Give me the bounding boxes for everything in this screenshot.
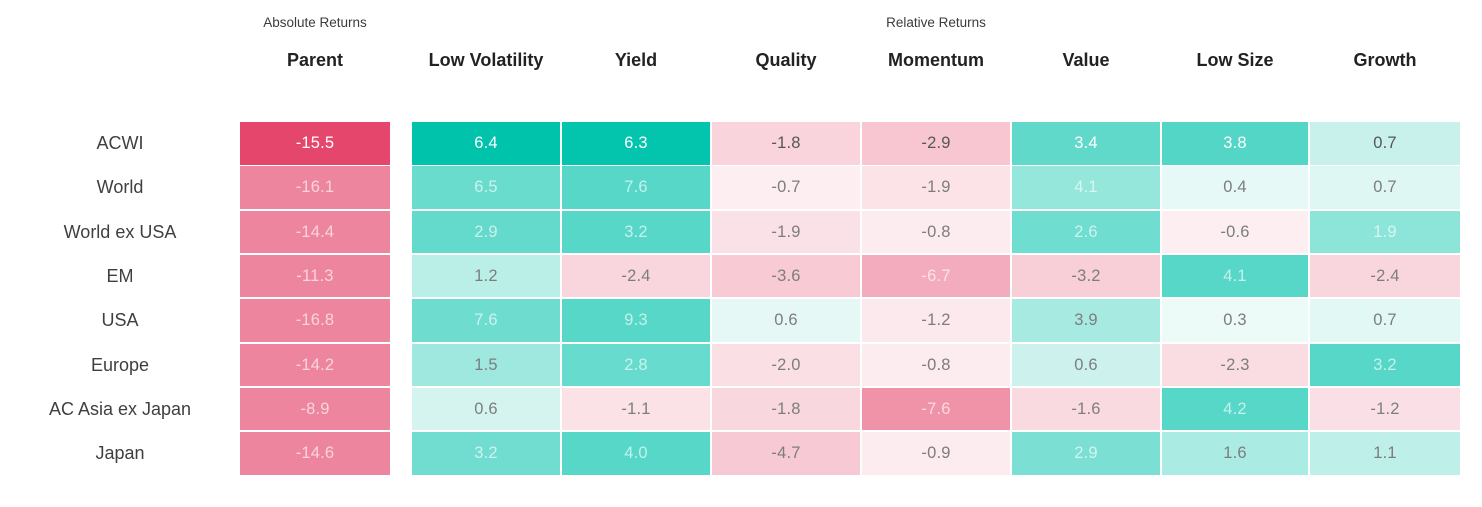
heatmap-cell-world-ex-usa-value[interactable]: 2.6 — [1012, 210, 1160, 254]
heatmap-cell-usa-momentum[interactable]: -1.2 — [862, 299, 1010, 342]
heatmap-cell-em-parent[interactable]: -11.3 — [240, 254, 390, 298]
heatmap-cell-ac-asia-ex-japan-yield[interactable]: -1.1 — [562, 387, 710, 431]
heatmap-cell-japan-parent[interactable]: -14.6 — [240, 432, 390, 475]
heatmap-cell-japan-value[interactable]: 2.9 — [1012, 432, 1160, 475]
column-header-value: Value — [1062, 50, 1110, 70]
heatmap-cell-europe-quality[interactable]: -2.0 — [712, 343, 860, 386]
heatmap-cell-japan-momentum[interactable]: -0.9 — [862, 432, 1010, 475]
heatmap-cell-em-value[interactable]: -3.2 — [1012, 254, 1160, 298]
heatmap-cell-acwi-momentum[interactable]: -2.9 — [862, 122, 1010, 165]
heatmap-cell-usa-value[interactable]: 3.9 — [1012, 299, 1160, 342]
heatmap-cell-world-ex-usa-quality[interactable]: -1.9 — [712, 210, 860, 254]
heatmap-cell-japan-quality[interactable]: -4.7 — [712, 432, 860, 475]
row-label-europe: Europe — [90, 354, 150, 375]
absolute-returns-group-label: Absolute Returns — [263, 15, 367, 30]
column-header-low-size: Low Size — [1196, 50, 1274, 70]
heatmap-cell-ac-asia-ex-japan-quality[interactable]: -1.8 — [712, 387, 860, 431]
column-header-growth: Growth — [1353, 50, 1417, 70]
heatmap-cell-world-value[interactable]: 4.1 — [1012, 166, 1160, 209]
heatmap-cell-world-ex-usa-low-size[interactable]: -0.6 — [1162, 210, 1308, 254]
row-label-world-ex-usa: World ex USA — [63, 221, 177, 242]
heatmap-cell-europe-low-volatility[interactable]: 1.5 — [412, 343, 560, 386]
heatmap-cell-japan-low-volatility[interactable]: 3.2 — [412, 432, 560, 475]
heatmap-cell-em-quality[interactable]: -3.6 — [712, 254, 860, 298]
heatmap-cell-em-low-size[interactable]: 4.1 — [1162, 254, 1308, 298]
heatmap-cell-world-low-volatility[interactable]: 6.5 — [412, 166, 560, 209]
heatmap-cell-europe-parent[interactable]: -14.2 — [240, 343, 390, 386]
heatmap-cell-japan-yield[interactable]: 4.0 — [562, 432, 710, 475]
heatmap-cell-em-low-volatility[interactable]: 1.2 — [412, 254, 560, 298]
heatmap-cell-world-ex-usa-yield[interactable]: 3.2 — [562, 210, 710, 254]
heatmap-cell-world-ex-usa-growth[interactable]: 1.9 — [1310, 210, 1460, 254]
heatmap-cell-world-low-size[interactable]: 0.4 — [1162, 166, 1308, 209]
heatmap-cell-usa-parent[interactable]: -16.8 — [240, 299, 390, 342]
heatmap-cell-usa-growth[interactable]: 0.7 — [1310, 299, 1460, 342]
column-header-yield: Yield — [614, 50, 658, 70]
column-header-low-volatility: Low Volatility — [428, 50, 544, 70]
row-label-japan: Japan — [95, 443, 145, 464]
heatmap-cell-em-momentum[interactable]: -6.7 — [862, 254, 1010, 298]
heatmap-cell-world-quality[interactable]: -0.7 — [712, 166, 860, 209]
heatmap-cell-world-ex-usa-momentum[interactable]: -0.8 — [862, 210, 1010, 254]
heatmap-cell-acwi-growth[interactable]: 0.7 — [1310, 122, 1460, 165]
heatmap-cell-acwi-value[interactable]: 3.4 — [1012, 122, 1160, 165]
column-header-parent: Parent — [286, 50, 344, 70]
heatmap-cell-usa-low-volatility[interactable]: 7.6 — [412, 299, 560, 342]
column-header-momentum: Momentum — [888, 50, 984, 70]
heatmap-cell-em-yield[interactable]: -2.4 — [562, 254, 710, 298]
heatmap-cell-acwi-quality[interactable]: -1.8 — [712, 122, 860, 165]
column-header-quality: Quality — [755, 50, 817, 70]
heatmap-cell-world-parent[interactable]: -16.1 — [240, 166, 390, 209]
row-label-acwi: ACWI — [96, 133, 144, 153]
heatmap-cell-world-growth[interactable]: 0.7 — [1310, 166, 1460, 209]
heatmap-cell-ac-asia-ex-japan-momentum[interactable]: -7.6 — [862, 387, 1010, 431]
heatmap-cell-ac-asia-ex-japan-parent[interactable]: -8.9 — [240, 387, 390, 431]
heatmap-cell-ac-asia-ex-japan-growth[interactable]: -1.2 — [1310, 387, 1460, 431]
heatmap-cell-world-ex-usa-parent[interactable]: -14.4 — [240, 210, 390, 254]
heatmap-cell-world-ex-usa-low-volatility[interactable]: 2.9 — [412, 210, 560, 254]
heatmap-cell-usa-yield[interactable]: 9.3 — [562, 299, 710, 342]
heatmap-cell-europe-growth[interactable]: 3.2 — [1310, 343, 1460, 386]
heatmap-cell-europe-low-size[interactable]: -2.3 — [1162, 343, 1308, 386]
heatmap-cell-acwi-low-volatility[interactable]: 6.4 — [412, 122, 560, 165]
heatmap-cell-europe-momentum[interactable]: -0.8 — [862, 343, 1010, 386]
row-label-world: World — [96, 177, 144, 198]
heatmap-cell-em-growth[interactable]: -2.4 — [1310, 254, 1460, 298]
heatmap-cell-ac-asia-ex-japan-low-volatility[interactable]: 0.6 — [412, 387, 560, 431]
row-label-em: EM — [106, 265, 134, 286]
heatmap-cell-ac-asia-ex-japan-low-size[interactable]: 4.2 — [1162, 387, 1308, 431]
row-label-ac-asia-ex-japan: AC Asia ex Japan — [48, 398, 192, 419]
heatmap-cell-ac-asia-ex-japan-value[interactable]: -1.6 — [1012, 387, 1160, 431]
heatmap-cell-acwi-low-size[interactable]: 3.8 — [1162, 122, 1308, 165]
relative-returns-group-label: Relative Returns — [886, 15, 986, 30]
heatmap-cell-europe-yield[interactable]: 2.8 — [562, 343, 710, 386]
heatmap-cell-japan-growth[interactable]: 1.1 — [1310, 432, 1460, 475]
row-label-usa: USA — [101, 310, 139, 331]
heatmap-cell-acwi-parent[interactable]: -15.5 — [240, 122, 390, 165]
heatmap-cell-usa-low-size[interactable]: 0.3 — [1162, 299, 1308, 342]
heatmap-cell-japan-low-size[interactable]: 1.6 — [1162, 432, 1308, 475]
heatmap-cell-world-yield[interactable]: 7.6 — [562, 166, 710, 209]
heatmap-cell-usa-quality[interactable]: 0.6 — [712, 299, 860, 342]
heatmap-cell-europe-value[interactable]: 0.6 — [1012, 343, 1160, 386]
heatmap-cell-acwi-yield[interactable]: 6.3 — [562, 122, 710, 165]
heatmap-cell-world-momentum[interactable]: -1.9 — [862, 166, 1010, 209]
